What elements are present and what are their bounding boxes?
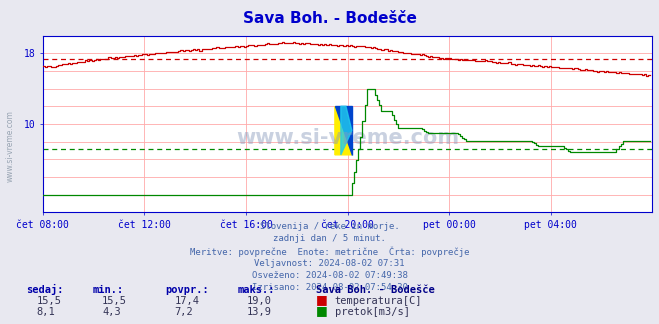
Text: 4,3: 4,3 xyxy=(102,307,121,317)
Text: povpr.:: povpr.: xyxy=(165,285,208,295)
Text: Meritve: povprečne  Enote: metrične  Črta: povprečje: Meritve: povprečne Enote: metrične Črta:… xyxy=(190,247,469,257)
Text: 19,0: 19,0 xyxy=(247,296,272,306)
Text: Sava Boh. - Bodešče: Sava Boh. - Bodešče xyxy=(243,11,416,26)
Text: pretok[m3/s]: pretok[m3/s] xyxy=(335,307,410,317)
Text: temperatura[C]: temperatura[C] xyxy=(335,296,422,306)
Text: www.si-vreme.com: www.si-vreme.com xyxy=(236,128,459,148)
Text: Sava Boh. - Bodešče: Sava Boh. - Bodešče xyxy=(316,285,435,295)
Text: Izrisano: 2024-08-02 07:54:30: Izrisano: 2024-08-02 07:54:30 xyxy=(252,284,407,293)
Text: www.si-vreme.com: www.si-vreme.com xyxy=(5,110,14,182)
Text: min.:: min.: xyxy=(92,285,123,295)
Text: 15,5: 15,5 xyxy=(36,296,61,306)
Text: 15,5: 15,5 xyxy=(102,296,127,306)
Text: ■: ■ xyxy=(316,293,328,306)
Text: sedaj:: sedaj: xyxy=(26,284,64,295)
Text: zadnji dan / 5 minut.: zadnji dan / 5 minut. xyxy=(273,234,386,243)
Text: Slovenija / reke in morje.: Slovenija / reke in morje. xyxy=(260,222,399,231)
Text: 17,4: 17,4 xyxy=(175,296,200,306)
Text: Veljavnost: 2024-08-02 07:31: Veljavnost: 2024-08-02 07:31 xyxy=(254,259,405,268)
Text: 8,1: 8,1 xyxy=(36,307,55,317)
Text: 7,2: 7,2 xyxy=(175,307,193,317)
Text: 13,9: 13,9 xyxy=(247,307,272,317)
Polygon shape xyxy=(341,106,352,155)
Text: Osveženo: 2024-08-02 07:49:38: Osveženo: 2024-08-02 07:49:38 xyxy=(252,271,407,280)
Polygon shape xyxy=(335,106,352,155)
Polygon shape xyxy=(335,106,352,155)
Text: ■: ■ xyxy=(316,304,328,317)
Text: maks.:: maks.: xyxy=(237,285,275,295)
